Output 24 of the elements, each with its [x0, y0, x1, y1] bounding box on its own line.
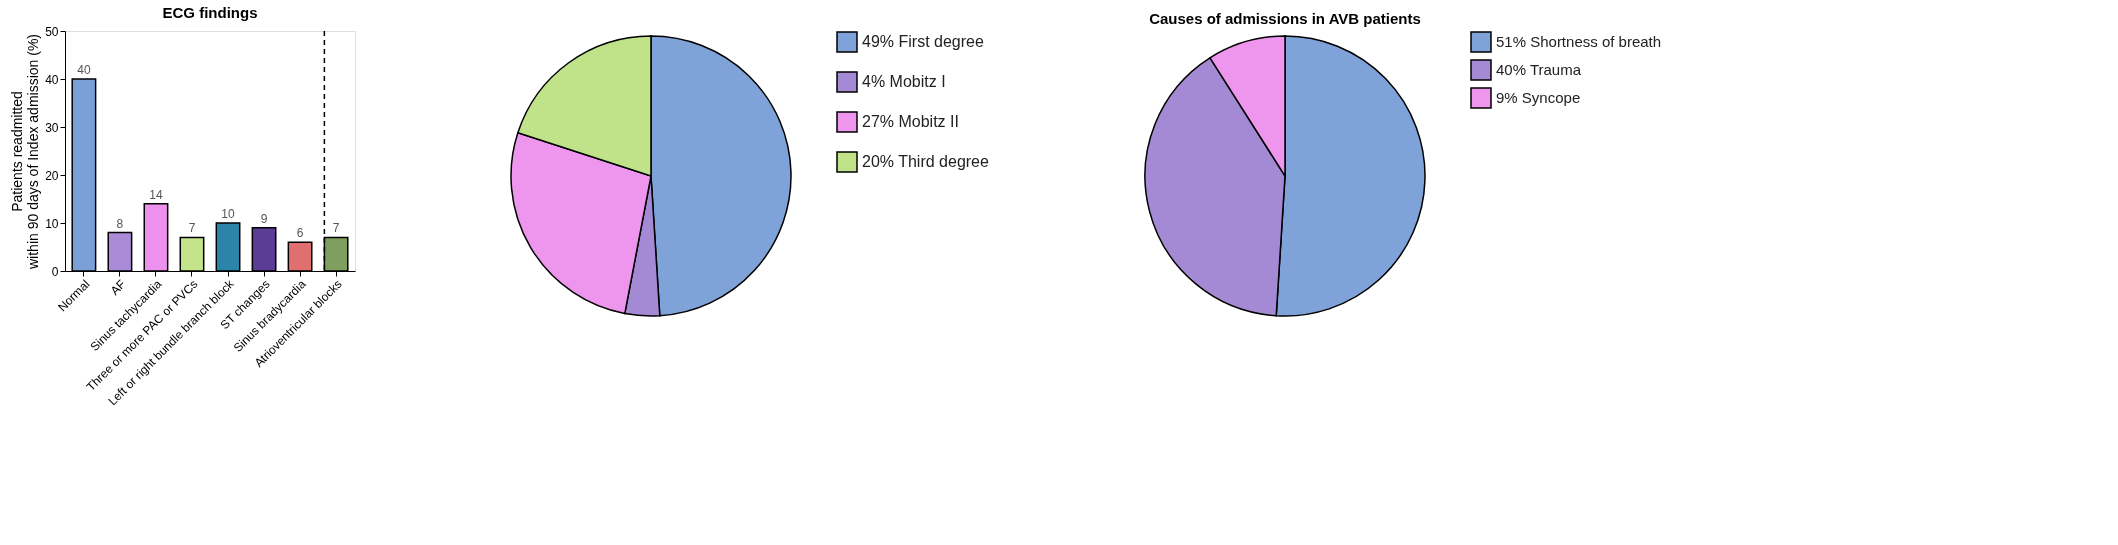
- data-label: 9: [260, 211, 268, 226]
- legend-label: 4% Mobitz I: [862, 73, 946, 90]
- legend-label: 51% Shortness of breath: [1496, 33, 1662, 50]
- legend-label: 20% Third degree: [862, 153, 989, 170]
- legend-label: 27% Mobitz II: [862, 113, 959, 130]
- data-label: 40: [77, 63, 91, 77]
- legend-label: 40% Trauma: [1496, 61, 1582, 78]
- y-tick-label: 0: [51, 264, 59, 279]
- data-label: 8: [116, 216, 124, 231]
- legend-label: 9% Syncope: [1496, 89, 1581, 106]
- chart-title: Causes of admissions in AVB patients: [1149, 10, 1421, 27]
- data-label: 14: [149, 187, 163, 202]
- y-tick-label: 50: [45, 24, 59, 39]
- y-tick-label: 10: [45, 216, 59, 231]
- data-label: 7: [188, 221, 196, 236]
- y-tick-label: 40: [45, 72, 59, 87]
- data-label: 6: [296, 226, 304, 241]
- y-tick-label: 30: [45, 120, 59, 135]
- legend-label: 49% First degree: [862, 33, 984, 50]
- data-label: 7: [332, 221, 340, 236]
- data-label: 10: [221, 207, 236, 221]
- chart-title: ECG findings: [162, 4, 258, 21]
- y-axis-title: Patients readmitted within 90 days of Index admission (%): [9, 34, 42, 270]
- y-tick-label: 20: [45, 168, 59, 183]
